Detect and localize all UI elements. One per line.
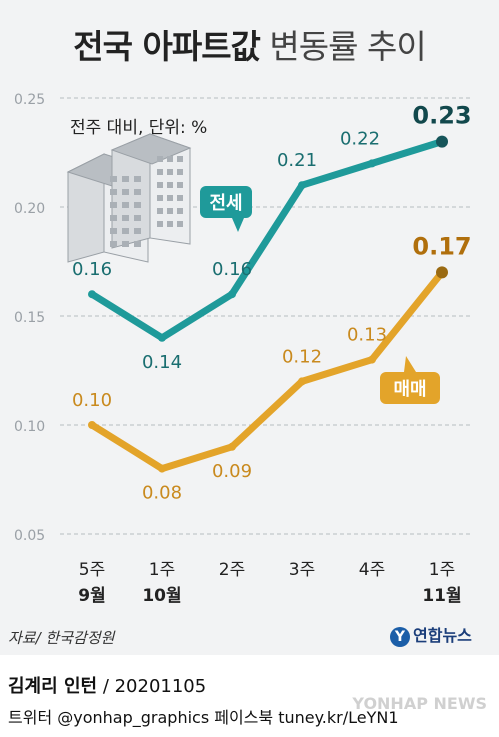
building-window-icon — [134, 228, 141, 234]
data-label: 0.14 — [142, 352, 182, 373]
y-tick-label: 0.20 — [14, 201, 45, 217]
x-tick-sublabel: 9월 — [78, 586, 105, 606]
x-tick-sublabel: 10월 — [142, 586, 181, 606]
legend-callout-jeonse-label: 전세 — [209, 193, 242, 214]
data-label: 0.17 — [412, 232, 471, 260]
x-tick-label: 2주 — [219, 560, 245, 580]
building-window-icon — [110, 176, 117, 182]
legend-callout-maemae-label: 매매 — [393, 379, 426, 400]
x-tick-label: 4주 — [359, 560, 385, 580]
building-window-icon — [177, 182, 183, 188]
chart-title: 전국 아파트값 변동률 추이 — [0, 20, 499, 68]
x-tick-label: 5주 — [79, 560, 105, 580]
building-window-icon — [177, 156, 183, 162]
legend-callout-jeonse-tail — [232, 218, 244, 232]
data-point — [368, 355, 376, 364]
building-window-icon — [110, 241, 117, 247]
data-label: 0.16 — [72, 259, 112, 280]
unit-label: 전주 대비, 단위: % — [70, 118, 208, 138]
building-window-icon — [177, 208, 183, 214]
data-label: 0.12 — [282, 346, 322, 367]
building-window-icon — [167, 156, 173, 162]
building-window-icon — [122, 228, 129, 234]
data-label: 0.08 — [142, 483, 182, 504]
building-window-icon — [157, 156, 163, 162]
credit-author: 김계리 인턴 — [8, 676, 98, 697]
data-point — [298, 181, 306, 190]
x-tick-label: 1주 — [149, 560, 175, 580]
line-chart: 0.25 0.20 0.15 0.10 0.05 5주 9월 1주 10월 2주 3주 4주 1주 11월… — [14, 92, 472, 606]
x-tick-sublabel: 11월 — [422, 586, 461, 606]
data-label: 0.21 — [277, 150, 317, 171]
building-window-icon — [177, 221, 183, 227]
building-window-icon — [167, 169, 173, 175]
building-window-icon — [134, 215, 141, 221]
data-point — [158, 333, 166, 342]
credit-line: 김계리 인턴 / 20201105 — [8, 672, 206, 698]
building-window-icon — [122, 202, 129, 208]
building-window-icon — [157, 182, 163, 188]
building-window-icon — [134, 202, 141, 208]
yonhap-logo-text: 연합뉴스 — [413, 626, 472, 645]
data-point — [158, 464, 166, 473]
building-window-icon — [157, 169, 163, 175]
y-tick-label: 0.10 — [14, 419, 45, 435]
building-window-icon — [122, 241, 129, 247]
building-window-icon — [157, 221, 163, 227]
chart-panel — [0, 0, 499, 655]
social-links: 트위터 @yonhap_graphics 페이스북 tuney.kr/LeYN1 — [8, 708, 399, 727]
legend-callout-jeonse-box — [200, 186, 252, 218]
source-text: 자료/ 한국감정원 — [8, 629, 115, 647]
title-bold: 전국 아파트값 — [73, 27, 261, 66]
building-window-icon — [110, 189, 117, 195]
title-light: 변동률 추이 — [269, 27, 426, 66]
data-label: 0.09 — [212, 461, 252, 482]
data-point — [436, 135, 448, 148]
data-point — [228, 442, 236, 451]
series-line-maemae — [88, 268, 446, 473]
building-window-icon — [122, 215, 129, 221]
building-window-icon — [157, 195, 163, 201]
building-window-icon — [122, 176, 129, 182]
building-window-icon — [177, 195, 183, 201]
series-line-jeonse — [88, 138, 446, 342]
legend-callout-maemae-tail — [404, 356, 416, 372]
building-window-icon — [157, 208, 163, 214]
building-window-icon — [134, 189, 141, 195]
data-label: 0.16 — [212, 259, 252, 280]
legend-callout-maemae-box — [380, 372, 440, 404]
y-tick-label: 0.15 — [14, 310, 45, 326]
data-label: 0.13 — [347, 325, 387, 346]
yonhap-logo-mark: Y — [390, 626, 410, 647]
building-window-icon — [167, 182, 173, 188]
building-window-icon — [177, 169, 183, 175]
apartment-building-icon — [110, 133, 192, 165]
data-point — [228, 290, 236, 299]
x-tick-label: 3주 — [289, 560, 315, 580]
y-tick-label: 0.25 — [14, 92, 45, 108]
data-point — [88, 421, 96, 429]
data-point — [436, 266, 448, 279]
y-tick-label: 0.05 — [14, 528, 45, 544]
building-window-icon — [110, 202, 117, 208]
building-window-icon — [110, 215, 117, 221]
data-label: 0.23 — [412, 102, 471, 130]
watermark: YONHAP NEWS — [352, 694, 487, 713]
data-point — [298, 377, 306, 386]
building-window-icon — [110, 228, 117, 234]
data-label: 0.10 — [72, 390, 112, 411]
data-label: 0.22 — [340, 128, 380, 149]
building-window-icon — [134, 241, 141, 247]
data-point — [368, 159, 376, 168]
x-tick-label: 1주 — [429, 560, 455, 580]
building-window-icon — [167, 195, 173, 201]
yonhap-logo: Y 연합뉴스 — [390, 622, 472, 647]
building-window-icon — [167, 208, 173, 214]
credit-date: / 20201105 — [102, 676, 207, 697]
building-window-icon — [167, 221, 173, 227]
building-window-icon — [122, 189, 129, 195]
building-window-icon — [134, 176, 141, 182]
data-point — [88, 290, 96, 299]
